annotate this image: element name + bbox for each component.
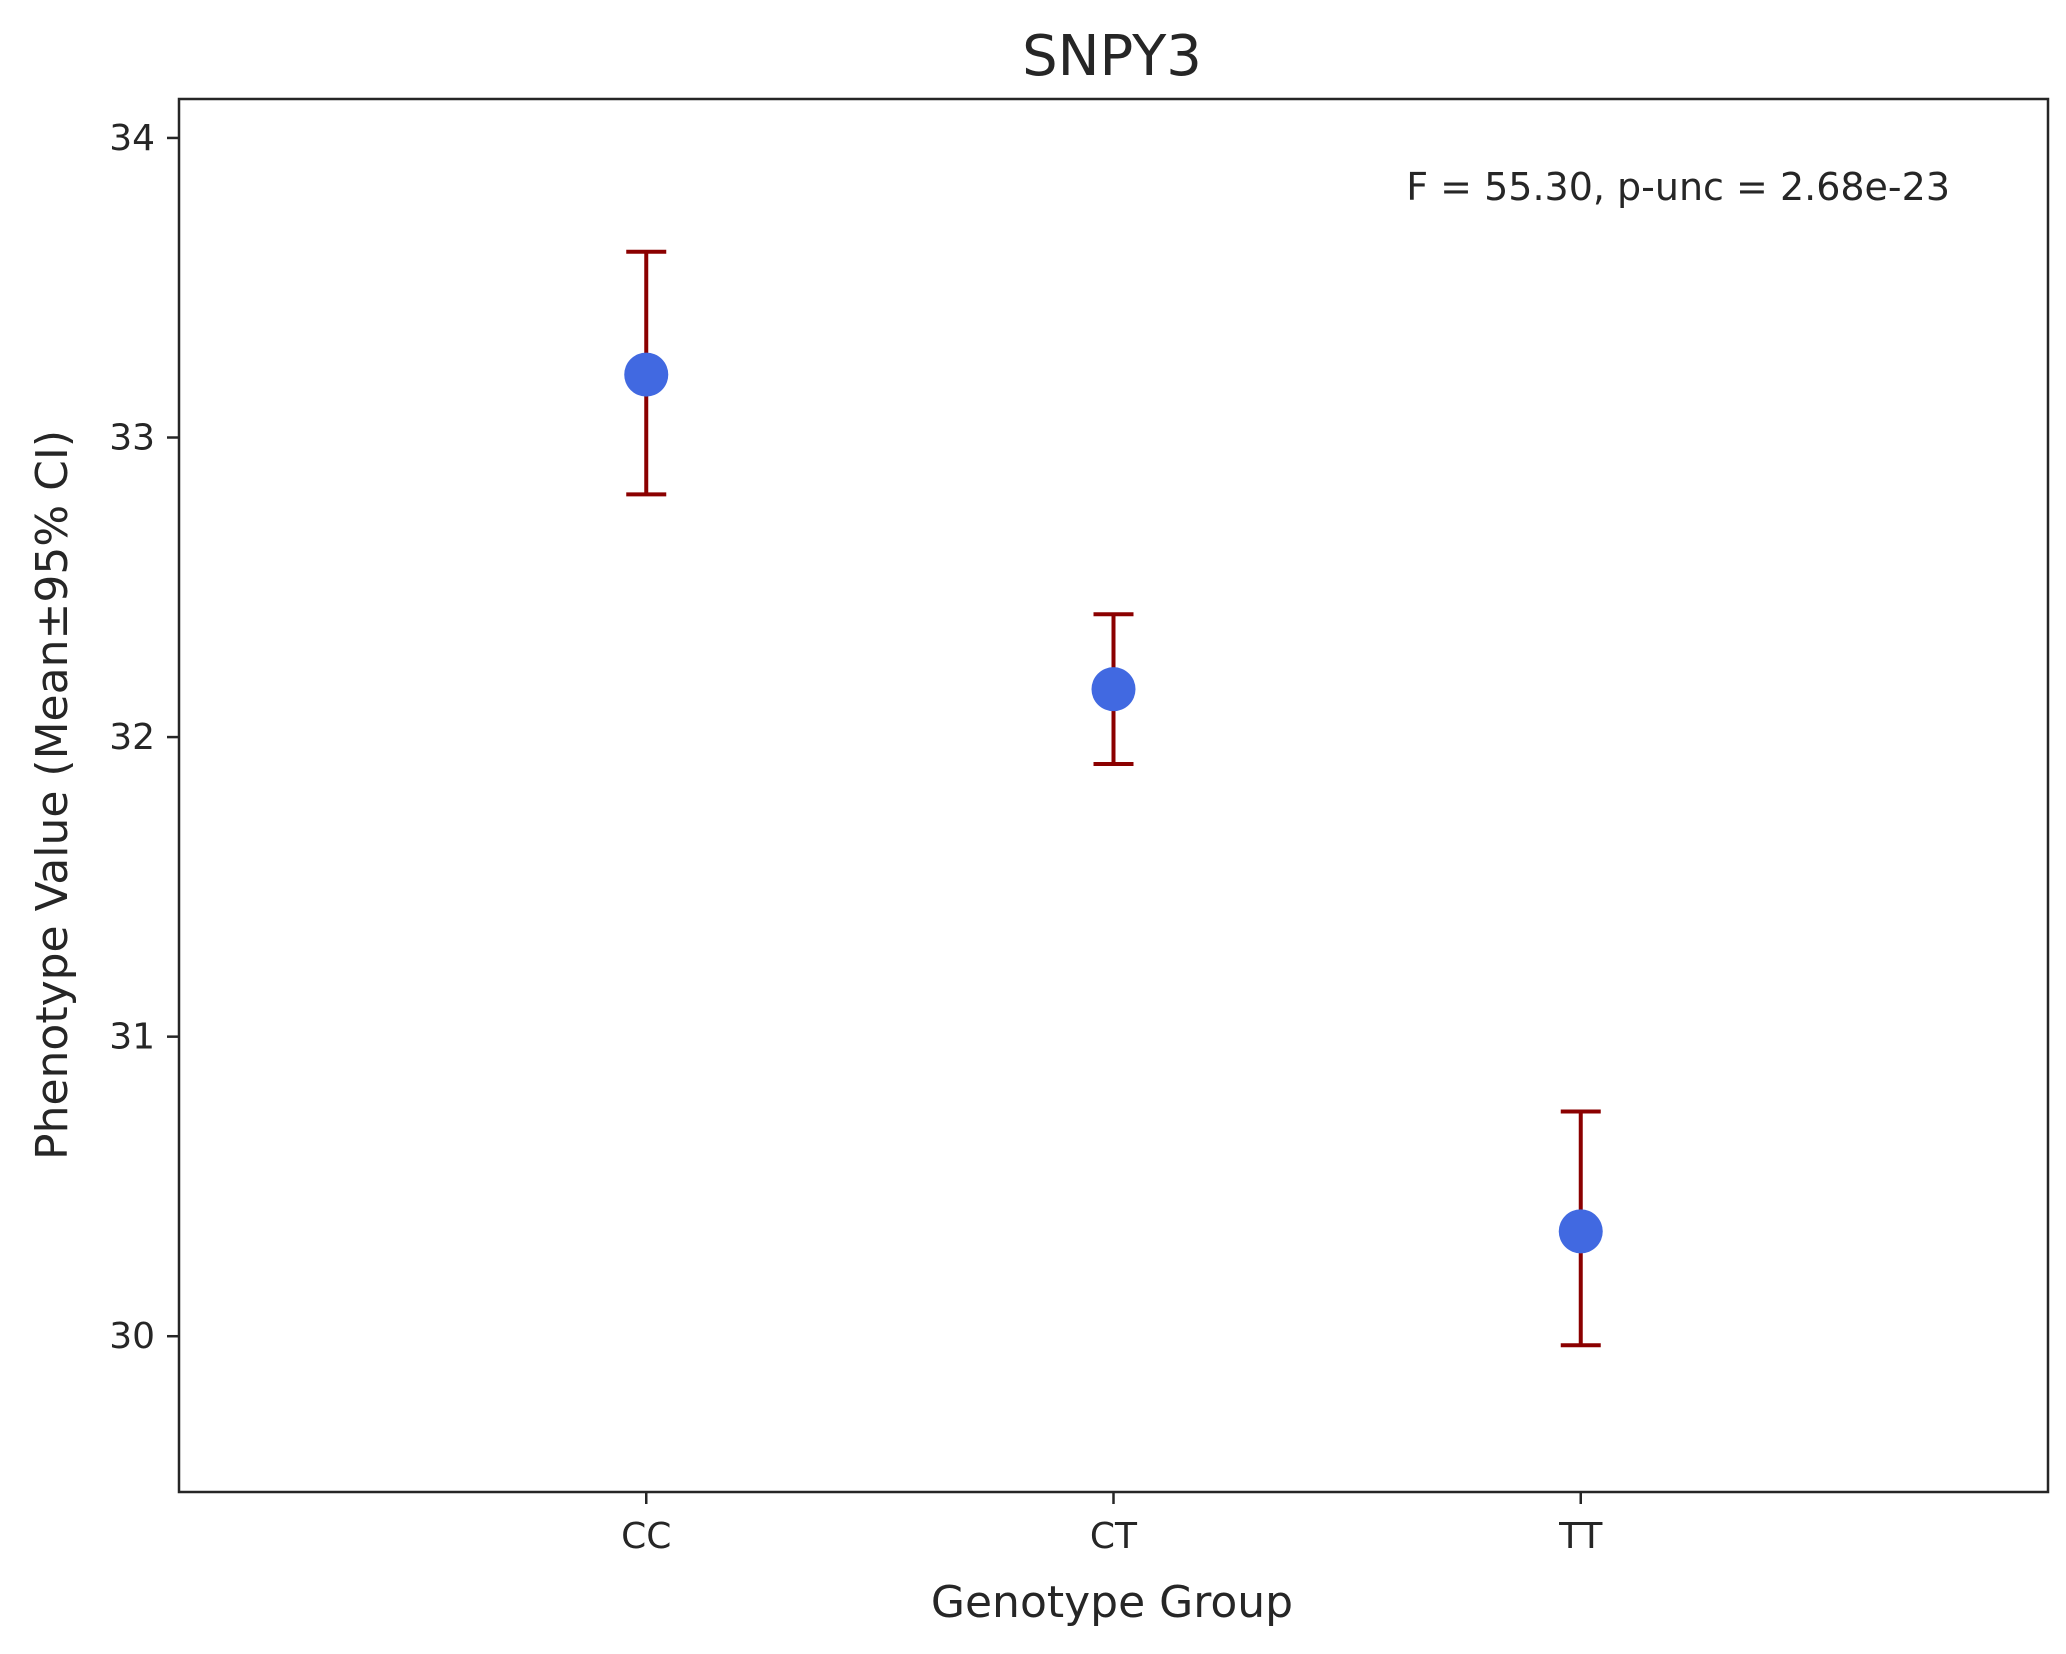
x-axis: CC CT TT <box>621 1492 1603 1557</box>
y-tick-label: 34 <box>109 118 155 159</box>
x-tick-label: CC <box>621 1516 671 1557</box>
plot-frame <box>177 97 2050 1494</box>
chart-title: SNPY3 <box>1022 24 1202 89</box>
y-tick-label: 33 <box>109 418 155 459</box>
y-tick-label: 31 <box>109 1017 155 1058</box>
x-axis-label: Genotype Group <box>931 1577 1293 1628</box>
stats-annotation: F = 55.30, p-unc = 2.68e-23 <box>1406 165 1950 209</box>
y-axis: 30 31 32 33 34 <box>109 118 179 1357</box>
y-tick-label: 30 <box>109 1316 155 1357</box>
mean-point-cc <box>624 352 669 397</box>
error-bars <box>626 249 1601 1348</box>
x-tick-label: TT <box>1558 1516 1603 1557</box>
y-axis-label: Phenotype Value (Mean±95% CI) <box>27 430 78 1160</box>
mean-point-tt <box>1558 1209 1603 1254</box>
mean-points <box>624 352 1603 1254</box>
mean-point-ct <box>1091 667 1136 712</box>
x-tick-label: CT <box>1090 1516 1138 1557</box>
y-tick-label: 32 <box>109 717 155 758</box>
